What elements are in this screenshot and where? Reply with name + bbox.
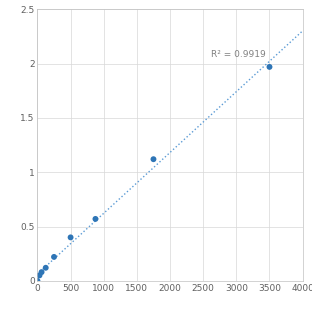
Point [151,157,156,162]
Point [37,273,42,278]
Point [35,278,40,283]
Point [51,254,56,259]
Point [267,64,272,69]
Point [43,265,48,270]
Point [39,270,44,275]
Point [93,217,98,222]
Point [68,235,73,240]
Text: R² = 0.9919: R² = 0.9919 [211,51,266,60]
